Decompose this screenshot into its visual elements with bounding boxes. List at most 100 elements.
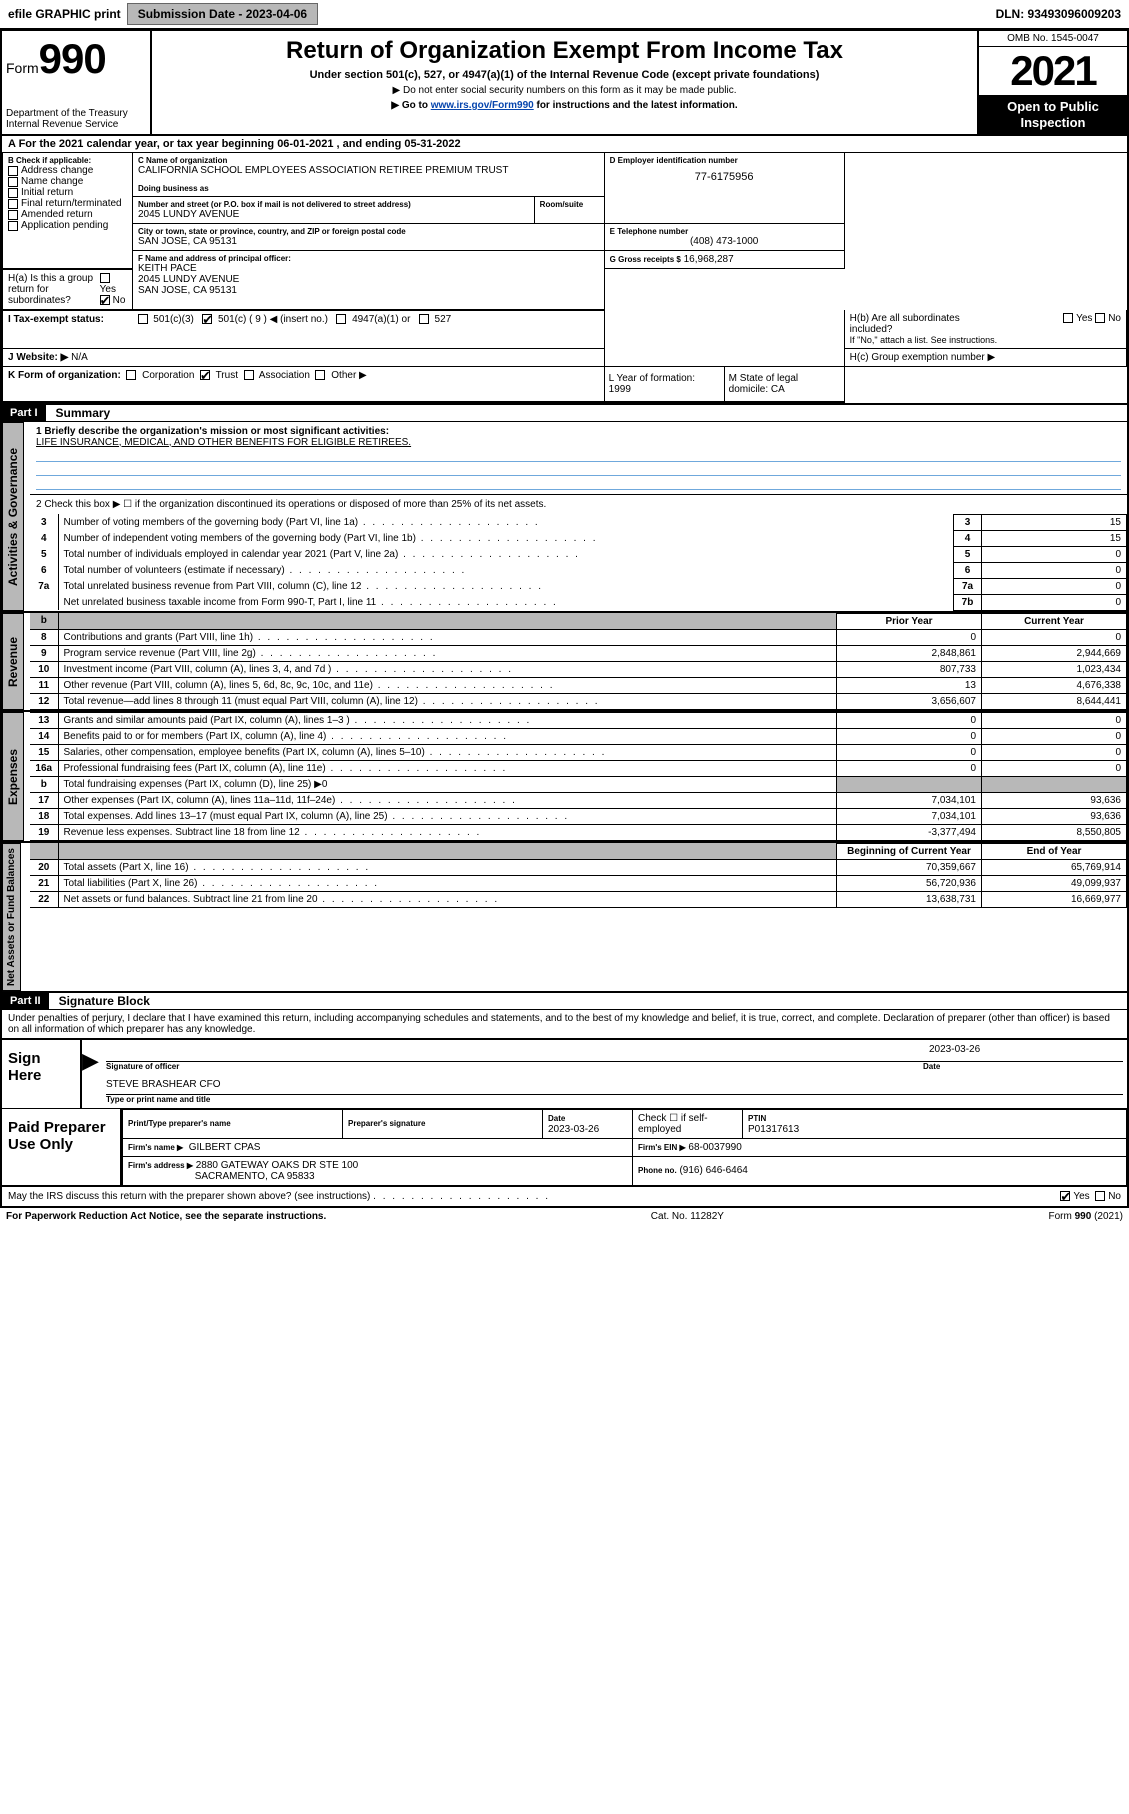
line-desc: Total expenses. Add lines 13–17 (must eq… bbox=[58, 808, 837, 824]
line-key: 6 bbox=[954, 562, 982, 578]
checkbox-application-pending[interactable]: Application pending bbox=[8, 220, 127, 231]
firm-address-1: 2880 GATEWAY OAKS DR STE 100 bbox=[196, 1160, 358, 1171]
line-num: 18 bbox=[30, 808, 58, 824]
line-num: 7a bbox=[30, 578, 58, 594]
checkbox-527[interactable]: 527 bbox=[419, 314, 451, 325]
discuss-row: May the IRS discuss this return with the… bbox=[2, 1187, 1127, 1206]
line-num: 9 bbox=[30, 645, 58, 661]
line-desc: Number of independent voting members of … bbox=[58, 530, 954, 546]
state-domicile: CA bbox=[771, 384, 785, 395]
section-i-label: I Tax-exempt status: bbox=[8, 314, 104, 325]
org-name: CALIFORNIA SCHOOL EMPLOYEES ASSOCIATION … bbox=[138, 165, 599, 176]
line-key: 7b bbox=[954, 594, 982, 610]
line-num: 20 bbox=[30, 859, 58, 875]
line-desc: Total unrelated business revenue from Pa… bbox=[58, 578, 954, 594]
section-e-label: E Telephone number bbox=[610, 227, 839, 236]
section-k-label: K Form of organization: bbox=[8, 370, 121, 381]
prior-value: 7,034,101 bbox=[837, 808, 982, 824]
line-1-label: 1 Briefly describe the organization's mi… bbox=[36, 426, 1121, 437]
line-desc: Other expenses (Part IX, column (A), lin… bbox=[58, 792, 837, 808]
h-b-note: If "No," attach a list. See instructions… bbox=[850, 335, 1121, 345]
line-num: b bbox=[30, 776, 58, 792]
dln-label: DLN: 93493096009203 bbox=[996, 7, 1121, 21]
checkbox-amended-return[interactable]: Amended return bbox=[8, 209, 127, 220]
self-employed-check[interactable]: Check ☐ if self-employed bbox=[633, 1109, 743, 1138]
prior-value: -3,377,494 bbox=[837, 824, 982, 840]
line-num: 11 bbox=[30, 677, 58, 693]
h-c-label: H(c) Group exemption number ▶ bbox=[850, 352, 996, 363]
line-value: 0 bbox=[982, 578, 1127, 594]
h-a-yes-no[interactable]: Yes No bbox=[100, 273, 127, 306]
section-l-label: L Year of formation: bbox=[609, 373, 695, 384]
current-value: 93,636 bbox=[982, 808, 1127, 824]
checkbox-name-change[interactable]: Name change bbox=[8, 176, 127, 187]
submission-date-button[interactable]: Submission Date - 2023-04-06 bbox=[127, 3, 318, 25]
discuss-yes-no[interactable]: Yes No bbox=[1060, 1191, 1121, 1202]
footer-mid: Cat. No. 11282Y bbox=[651, 1211, 724, 1222]
current-value: 8,644,441 bbox=[982, 693, 1127, 709]
checkbox-final-return[interactable]: Final return/terminated bbox=[8, 198, 127, 209]
checkbox-trust[interactable]: Trust bbox=[200, 370, 238, 381]
instruction-1: ▶ Do not enter social security numbers o… bbox=[160, 85, 969, 96]
eoy-value: 65,769,914 bbox=[982, 859, 1127, 875]
line-num: 3 bbox=[30, 514, 58, 530]
vtab-revenue: Revenue bbox=[2, 613, 24, 710]
line-desc: Total revenue—add lines 8 through 11 (mu… bbox=[58, 693, 837, 709]
officer-addr1: 2045 LUNDY AVENUE bbox=[138, 274, 599, 285]
col-prior: Prior Year bbox=[837, 613, 982, 629]
irs-link[interactable]: www.irs.gov/Form990 bbox=[431, 100, 534, 111]
checkbox-501c[interactable]: 501(c) ( 9 ) ◀ (insert no.) bbox=[202, 314, 328, 325]
line-desc: Revenue less expenses. Subtract line 18 … bbox=[58, 824, 837, 840]
line-desc: Benefits paid to or for members (Part IX… bbox=[58, 728, 837, 744]
line-value: 15 bbox=[982, 514, 1127, 530]
eoy-value: 49,099,937 bbox=[982, 875, 1127, 891]
line-desc: Total fundraising expenses (Part IX, col… bbox=[58, 776, 837, 792]
line-num: 13 bbox=[30, 712, 58, 728]
current-value: 1,023,434 bbox=[982, 661, 1127, 677]
preparer-date: 2023-03-26 bbox=[548, 1124, 599, 1135]
vtab-netassets: Net Assets or Fund Balances bbox=[2, 843, 21, 991]
line-desc: Total assets (Part X, line 16) bbox=[58, 859, 837, 875]
gross-receipts: 16,968,287 bbox=[684, 254, 734, 265]
governance-table: 3 Number of voting members of the govern… bbox=[30, 514, 1127, 611]
line-num: 15 bbox=[30, 744, 58, 760]
line-key: 3 bbox=[954, 514, 982, 530]
boy-value: 13,638,731 bbox=[837, 891, 982, 907]
line-desc: Program service revenue (Part VIII, line… bbox=[58, 645, 837, 661]
officer-addr2: SAN JOSE, CA 95131 bbox=[138, 285, 599, 296]
checkbox-corporation[interactable]: Corporation bbox=[126, 370, 194, 381]
section-d-label: D Employer identification number bbox=[610, 156, 839, 165]
vtab-governance: Activities & Governance bbox=[2, 422, 24, 611]
checkbox-association[interactable]: Association bbox=[244, 370, 310, 381]
line-desc: Net assets or fund balances. Subtract li… bbox=[58, 891, 837, 907]
prior-value: 13 bbox=[837, 677, 982, 693]
current-value: 93,636 bbox=[982, 792, 1127, 808]
checkbox-501c3[interactable]: 501(c)(3) bbox=[138, 314, 194, 325]
current-value: 0 bbox=[982, 760, 1127, 776]
firm-phone: (916) 646-6464 bbox=[679, 1165, 747, 1176]
city-state-zip: SAN JOSE, CA 95131 bbox=[138, 236, 599, 247]
line-desc: Total number of volunteers (estimate if … bbox=[58, 562, 954, 578]
checkbox-4947[interactable]: 4947(a)(1) or bbox=[336, 314, 410, 325]
checkbox-initial-return[interactable]: Initial return bbox=[8, 187, 127, 198]
line-key: 4 bbox=[954, 530, 982, 546]
boy-value: 56,720,936 bbox=[837, 875, 982, 891]
line-num: 6 bbox=[30, 562, 58, 578]
line-num: 19 bbox=[30, 824, 58, 840]
line-1-mission: LIFE INSURANCE, MEDICAL, AND OTHER BENEF… bbox=[36, 437, 1121, 448]
line-2: 2 Check this box ▶ ☐ if the organization… bbox=[30, 495, 1127, 514]
line-desc: Contributions and grants (Part VIII, lin… bbox=[58, 629, 837, 645]
efile-topbar: efile GRAPHIC print Submission Date - 20… bbox=[0, 0, 1129, 29]
open-public-badge: Open to Public Inspection bbox=[979, 95, 1127, 134]
checkbox-address-change[interactable]: Address change bbox=[8, 165, 127, 176]
firm-name: GILBERT CPAS bbox=[189, 1142, 261, 1153]
prior-value: 0 bbox=[837, 728, 982, 744]
sign-here-block: Sign Here ▶ Signature of officer 2023-03… bbox=[2, 1040, 1127, 1109]
checkbox-other[interactable]: Other ▶ bbox=[315, 370, 366, 381]
line-desc: Total number of individuals employed in … bbox=[58, 546, 954, 562]
h-b-yes-no[interactable]: Yes No bbox=[1063, 313, 1121, 335]
perjury-declaration: Under penalties of perjury, I declare th… bbox=[2, 1010, 1127, 1040]
section-b-label: B Check if applicable: bbox=[8, 156, 127, 165]
part-1-header: Part ISummary bbox=[2, 403, 1127, 422]
current-value: 0 bbox=[982, 712, 1127, 728]
